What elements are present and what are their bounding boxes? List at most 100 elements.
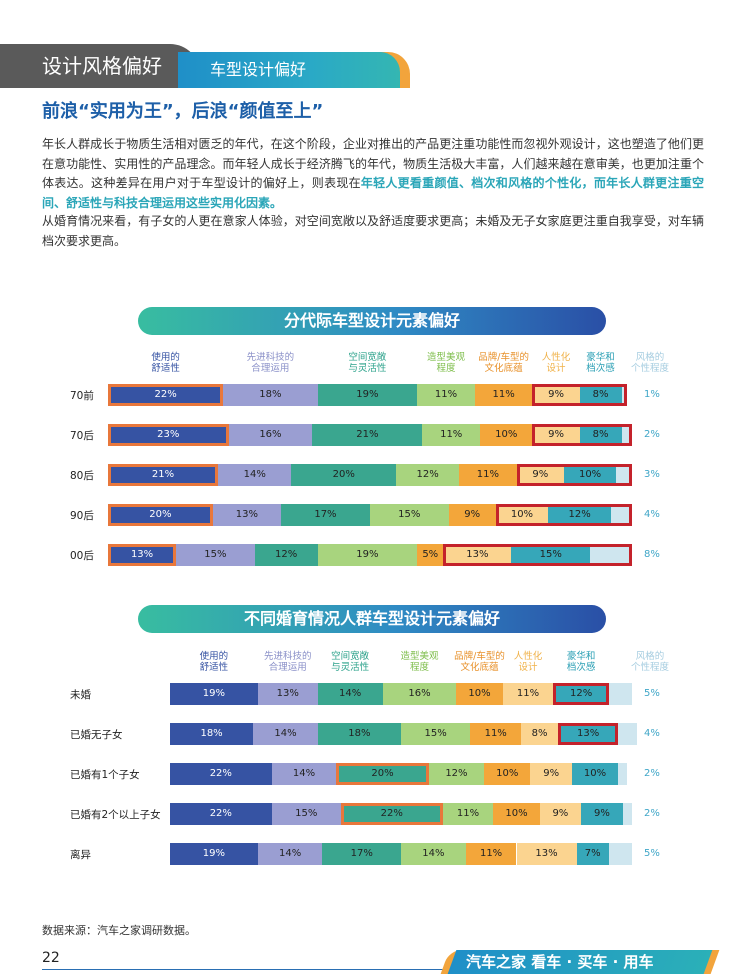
bar-segment: 21% bbox=[108, 464, 219, 486]
bar-segment: 12% bbox=[553, 683, 609, 705]
bar-segment: 17% bbox=[322, 843, 401, 865]
column-label: 人性化 设计 bbox=[513, 651, 543, 673]
chart1-title: 分代际车型设计元素偏好 bbox=[138, 307, 606, 335]
bar-segment: 13% bbox=[558, 723, 619, 745]
stacked-bar: 19% 14% 17% 14% 11% 13% 7% bbox=[170, 843, 632, 865]
bar-segment: 19% bbox=[170, 843, 258, 865]
style-value-label: 3% bbox=[644, 469, 660, 480]
bar-segment: 16% bbox=[382, 683, 457, 705]
generation-chart: 70前 22% 18% 19% 11% 11% 9% 8% 1% 70后 23% 16% 21% 11% 1… bbox=[70, 352, 670, 566]
bar-segment: 10% bbox=[571, 763, 619, 785]
bar-segment: 15% bbox=[401, 723, 471, 745]
bar-segment: 10% bbox=[493, 803, 540, 825]
style-value-label: 2% bbox=[644, 808, 660, 819]
bar-segment: 12% bbox=[254, 544, 318, 566]
style-value-label: 8% bbox=[644, 549, 660, 560]
row-label: 00后 bbox=[70, 550, 94, 562]
bar-segment: 22% bbox=[170, 803, 272, 825]
bar-segment: 8% bbox=[579, 424, 622, 446]
bar-segment: 8% bbox=[521, 723, 559, 745]
bar-segment: 18% bbox=[317, 723, 401, 745]
row-label: 已婚有1个子女 bbox=[70, 769, 140, 781]
bar-segment: 14% bbox=[253, 723, 318, 745]
stacked-bar: 22% 14% 20% 12% 10% 9% 10% bbox=[170, 763, 632, 785]
bar-segment: 18% bbox=[223, 384, 318, 406]
style-value-label: 5% bbox=[644, 688, 660, 699]
bar-segment: 10% bbox=[456, 683, 503, 705]
bar-segment: 14% bbox=[317, 683, 383, 705]
highlight-box bbox=[443, 544, 632, 566]
bar-segment: 10% bbox=[495, 504, 549, 526]
footer-brand: 汽车之家 看车 · 买车 · 用车 bbox=[466, 953, 654, 971]
column-label: 造型美观 程度 bbox=[426, 352, 465, 374]
bar-segment: 11% bbox=[465, 843, 517, 865]
bar-segment: 19% bbox=[317, 384, 418, 406]
column-label: 人性化 设计 bbox=[541, 352, 571, 374]
bar-segment: 13% bbox=[516, 843, 577, 865]
stacked-bar: 19% 13% 14% 16% 10% 11% 12% bbox=[170, 683, 632, 705]
row-label: 70前 bbox=[70, 390, 94, 402]
bar-segment: 15% bbox=[370, 504, 449, 526]
bar-segment: 22% bbox=[170, 763, 272, 785]
bar-segment: 13% bbox=[443, 544, 512, 566]
bar-segment: 9% bbox=[530, 763, 572, 785]
bar-segment: 23% bbox=[108, 424, 229, 446]
stacked-bar: 21% 14% 20% 12% 11% 9% 10% bbox=[108, 464, 632, 486]
column-label: 使用的 舒适性 bbox=[151, 352, 180, 374]
section-tab: 设计风格偏好 bbox=[0, 44, 200, 88]
bar-segment: 19% bbox=[170, 683, 258, 705]
column-label: 空间宽敞 与灵活性 bbox=[348, 352, 387, 374]
bar-segment: 9% bbox=[532, 384, 580, 406]
bar-segment bbox=[618, 763, 628, 785]
bar-segment: 9% bbox=[448, 504, 496, 526]
bar-segment: 11% bbox=[442, 803, 494, 825]
stacked-bar: 13% 15% 12% 19% 5% 13% 15% bbox=[108, 544, 632, 566]
style-value-label: 4% bbox=[644, 509, 660, 520]
row-label: 未婚 bbox=[70, 689, 91, 701]
style-value-label: 5% bbox=[644, 848, 660, 859]
bar-segment: 15% bbox=[511, 544, 591, 566]
intro-paragraph-text: 年长人群成长于物质生活相对匮乏的年代，在这个阶段，企业对推出的产品更注重功能性而… bbox=[42, 137, 704, 190]
bar-segment bbox=[608, 843, 632, 865]
column-label: 豪华和 档次感 bbox=[586, 352, 615, 374]
bar-segment: 11% bbox=[474, 384, 533, 406]
column-label: 造型美观 程度 bbox=[400, 651, 439, 673]
intro-paragraph: 年长人群成长于物质生活相对匮乏的年代，在这个阶段，企业对推出的产品更注重功能性而… bbox=[42, 135, 704, 213]
bar-segment: 5% bbox=[417, 544, 444, 566]
stacked-bar: 18% 14% 18% 15% 11% 8% 13% bbox=[170, 723, 637, 745]
style-value-label: 1% bbox=[644, 389, 660, 400]
bar-segment: 14% bbox=[257, 843, 323, 865]
page-heading: 前浪“实用为王”，后浪“颜值至上” bbox=[42, 101, 324, 122]
page-number: 22 bbox=[42, 950, 60, 966]
bar-segment: 8% bbox=[579, 384, 622, 406]
column-label: 先进科技的 合理运用 bbox=[246, 352, 295, 374]
column-label: 空间宽敞 与灵活性 bbox=[331, 651, 370, 673]
bar-segment: 13% bbox=[257, 683, 318, 705]
column-label: 风格的 个性程度 bbox=[630, 352, 670, 374]
bar-segment: 9% bbox=[516, 464, 564, 486]
bar-segment: 20% bbox=[291, 464, 397, 486]
bar-segment: 11% bbox=[470, 723, 522, 745]
bar-segment: 15% bbox=[176, 544, 255, 566]
bar-segment bbox=[611, 504, 632, 526]
bar-segment: 13% bbox=[212, 504, 281, 526]
highlight-box bbox=[516, 464, 632, 486]
stacked-bar: 20% 13% 17% 15% 9% 10% 12% bbox=[108, 504, 632, 526]
stacked-bar: 23% 16% 21% 11% 10% 9% 8% bbox=[108, 424, 632, 446]
bar-segment: 10% bbox=[480, 424, 533, 446]
bar-segment: 10% bbox=[563, 464, 617, 486]
data-source: 数据来源：汽车之家调研数据。 bbox=[42, 924, 196, 937]
bar-segment: 11% bbox=[417, 384, 475, 406]
bar-segment: 11% bbox=[422, 424, 481, 446]
stacked-bar: 22% 18% 19% 11% 11% 9% 8% bbox=[108, 384, 632, 406]
stacked-bar: 22% 15% 22% 11% 10% 9% 9% bbox=[170, 803, 632, 825]
column-label: 品牌/车型的 文化底蕴 bbox=[478, 352, 529, 374]
bar-segment: 14% bbox=[218, 464, 292, 486]
bar-segment: 22% bbox=[340, 803, 443, 825]
row-label: 90后 bbox=[70, 510, 94, 522]
bar-segment: 14% bbox=[401, 843, 466, 865]
bar-segment: 12% bbox=[396, 464, 460, 486]
bar-segment: 7% bbox=[576, 843, 609, 865]
column-label: 先进科技的 合理运用 bbox=[264, 651, 312, 673]
bar-segment: 9% bbox=[539, 803, 582, 825]
